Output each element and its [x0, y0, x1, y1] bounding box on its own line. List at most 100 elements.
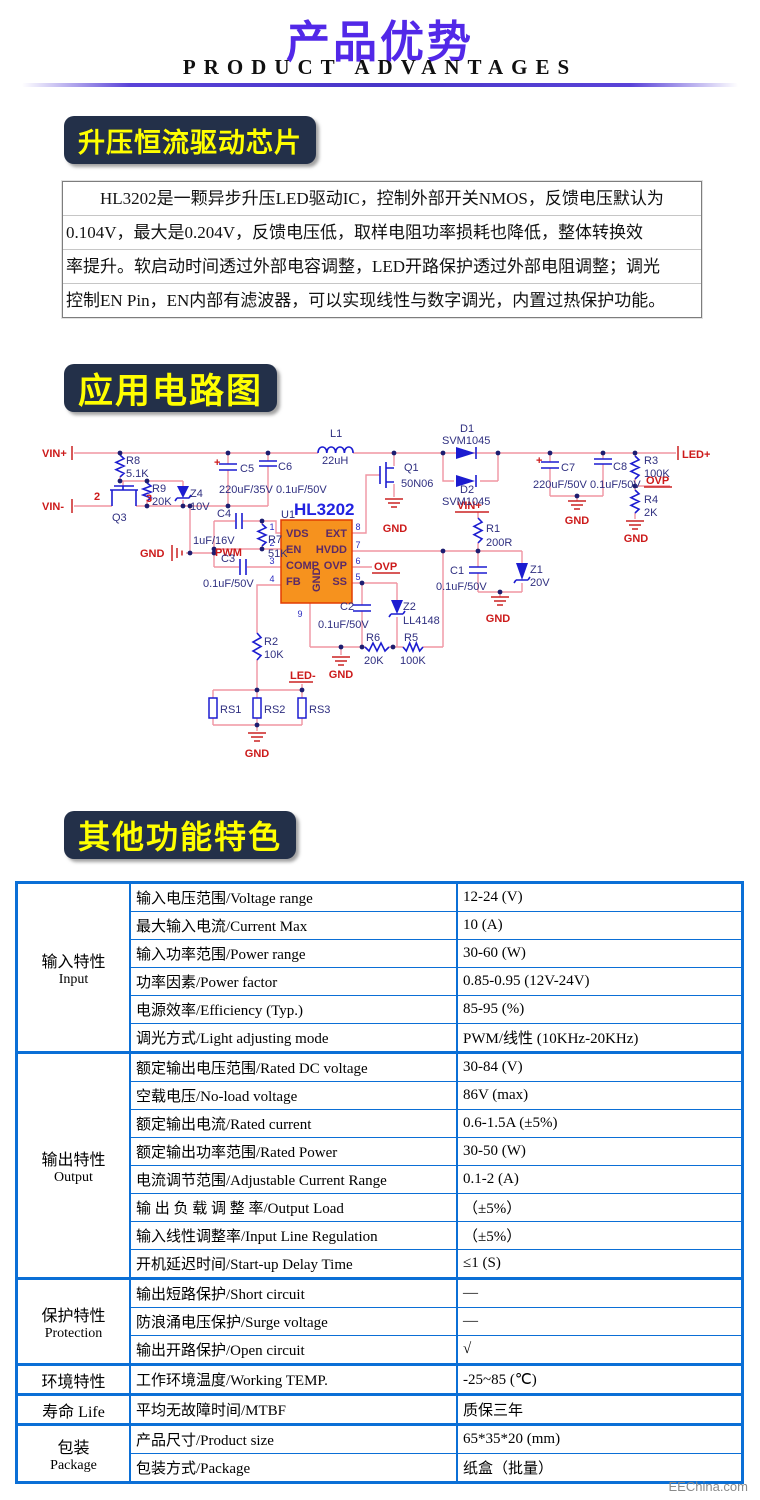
- spec-row: 寿命 Life 平均无故障时间/MTBF 质保三年: [16, 1393, 743, 1425]
- pinnum-label: 9: [297, 609, 302, 619]
- net-label: +: [536, 455, 542, 467]
- complbl-label: 20K: [364, 655, 384, 667]
- page-subtitle: PRODUCT ADVANTAGES: [182, 55, 578, 79]
- category-line: Output: [54, 1169, 93, 1185]
- param-cell: 平均无故障时间/MTBF: [129, 1393, 458, 1425]
- complbl-label: 20V: [530, 577, 550, 589]
- spec-row: 输出特性 Output 额定输出电压范围/Rated DC voltage 30-84…: [16, 1051, 743, 1279]
- net-label: LED-: [290, 670, 316, 682]
- category-line: Input: [58, 971, 89, 987]
- category-line: 输入特性: [41, 953, 106, 971]
- icpin-label: EN: [286, 544, 301, 556]
- section-badge-features: 其他功能特色: [64, 811, 297, 859]
- complbl-label: D1: [460, 423, 474, 435]
- complbl-label: R5: [404, 632, 418, 644]
- complbl-label: SVM1045: [442, 496, 490, 508]
- net-label: VIN-: [42, 501, 64, 513]
- complbl-label: 2K: [644, 507, 658, 519]
- complbl-label: R8: [126, 455, 140, 467]
- category-cell: 输出特性 Output: [16, 1051, 131, 1279]
- spec-row: 输入功率范围/Power range 30-60 (W): [17, 939, 743, 968]
- complbl-label: 220uF/35V: [219, 484, 273, 496]
- pinnum-label: 8: [355, 522, 360, 532]
- param-cell: 电源效率/Efficiency (Typ.): [129, 995, 458, 1024]
- value-cell: 30-50 (W): [456, 1137, 743, 1166]
- param-cell: 输出开路保护/Open circuit: [129, 1335, 458, 1365]
- complbl-label: 0.1uF/50V: [436, 581, 487, 593]
- net-label: GND: [245, 748, 270, 760]
- spec-row: 输出开路保护/Open circuit √: [17, 1335, 743, 1365]
- param-cell: 调光方式/Light adjusting mode: [129, 1023, 458, 1053]
- spec-row: 包装方式/Package 纸盒（批量）: [17, 1453, 743, 1483]
- spec-row: 电源效率/Efficiency (Typ.) 85-95 (%): [17, 995, 743, 1024]
- complbl-label: R6: [366, 632, 380, 644]
- pinnum-label: 3: [269, 556, 274, 566]
- complbl-label: R9: [152, 483, 166, 495]
- category-cell: 包装 Package: [16, 1423, 131, 1483]
- complbl-label: R2: [264, 636, 278, 648]
- pinnum-label: 7: [355, 540, 360, 550]
- value-cell: PWM/线性 (10KHz-20KHz): [456, 1023, 743, 1053]
- value-cell: 0.1-2 (A): [456, 1165, 743, 1194]
- icpin-label: HVDD: [316, 544, 347, 556]
- param-cell: 开机延迟时间/Start-up Delay Time: [129, 1249, 458, 1279]
- param-cell: 额定输出电流/Rated current: [129, 1109, 458, 1138]
- value-cell: 85-95 (%): [456, 995, 743, 1024]
- category-cell: 寿命 Life: [16, 1393, 131, 1425]
- spec-row: 环境特性 工作环境温度/Working TEMP. -25~85 (℃): [16, 1363, 743, 1395]
- net-label: GND: [486, 613, 511, 625]
- complbl-label: RS2: [264, 704, 285, 716]
- specs-table: 输入特性 Input 输入电压范围/Voltage range 12-24 (V) 最大…: [15, 881, 744, 1484]
- complbl-label: Z4: [190, 488, 203, 500]
- pinnum-label: 4: [269, 574, 274, 584]
- category-cell: 环境特性: [16, 1363, 131, 1395]
- complbl-label: R3: [644, 455, 658, 467]
- watermark: EEChina.com: [668, 1479, 748, 1494]
- sense-resistor-box: [208, 697, 218, 719]
- value-cell: ≤1 (S): [456, 1249, 743, 1279]
- value-cell: 质保三年: [456, 1393, 743, 1425]
- value-cell: √: [456, 1335, 743, 1365]
- complbl-label: 20K: [152, 496, 172, 508]
- complbl-label: C4: [217, 508, 231, 520]
- header-divider: [22, 83, 738, 87]
- param-cell: 包装方式/Package: [129, 1453, 458, 1483]
- icpin-label: VDS: [286, 528, 309, 540]
- complbl-label: RS3: [309, 704, 330, 716]
- spec-row: 输 出 负 载 调 整 率/Output Load （±5%）: [17, 1193, 743, 1222]
- net-label: OVP: [646, 475, 669, 487]
- net-label: GND: [624, 533, 649, 545]
- icpin-label: EXT: [326, 528, 348, 540]
- complbl-label: C3: [221, 553, 235, 565]
- net-label: PWM: [215, 547, 242, 559]
- param-cell: 额定输出功率范围/Rated Power: [129, 1137, 458, 1166]
- icpin-label: FB: [286, 576, 301, 588]
- param-cell: 产品尺寸/Product size: [129, 1423, 458, 1454]
- spec-row: 保护特性 Protection 输出短路保护/Short circuit —: [16, 1277, 743, 1365]
- complbl-label: U1: [281, 509, 295, 521]
- category-line: 输出特性: [41, 1151, 106, 1169]
- category-line: Protection: [44, 1325, 103, 1341]
- spec-row: 空载电压/No-load voltage 86V (max): [17, 1081, 743, 1110]
- category-cell: 保护特性 Protection: [16, 1277, 131, 1365]
- icpin-label: SS: [332, 576, 347, 588]
- complbl-label: C5: [240, 463, 254, 475]
- section-badge-circuit: 应用电路图: [64, 364, 278, 412]
- value-cell: 0.6-1.5A (±5%): [456, 1109, 743, 1138]
- pinnum-label: 2: [269, 538, 274, 548]
- complbl-label: L1: [330, 428, 342, 440]
- pinnum-label: 6: [355, 556, 360, 566]
- net-label: +: [214, 457, 220, 469]
- category-line: 包装: [57, 1439, 90, 1457]
- param-cell: 空载电压/No-load voltage: [129, 1081, 458, 1110]
- category-line: 环境特性: [41, 1373, 106, 1391]
- net-label: GND: [565, 515, 590, 527]
- complbl-label: R7: [268, 534, 282, 546]
- value-cell: （±5%）: [456, 1193, 743, 1222]
- complbl-label: D2: [460, 484, 474, 496]
- intro-line: HL3202是一颗异步升压LED驱动IC，控制外部开关NMOS，反馈电压默认为: [63, 182, 701, 216]
- complbl-label: 200R: [486, 537, 512, 549]
- intro-line: 控制EN Pin，EN内部有滤波器，可以实现线性与数字调光，内置过热保护功能。: [66, 291, 666, 310]
- complbl-label: 100K: [400, 655, 426, 667]
- chip-description-box: HL3202是一颗异步升压LED驱动IC，控制外部开关NMOS，反馈电压默认为 0…: [62, 181, 702, 318]
